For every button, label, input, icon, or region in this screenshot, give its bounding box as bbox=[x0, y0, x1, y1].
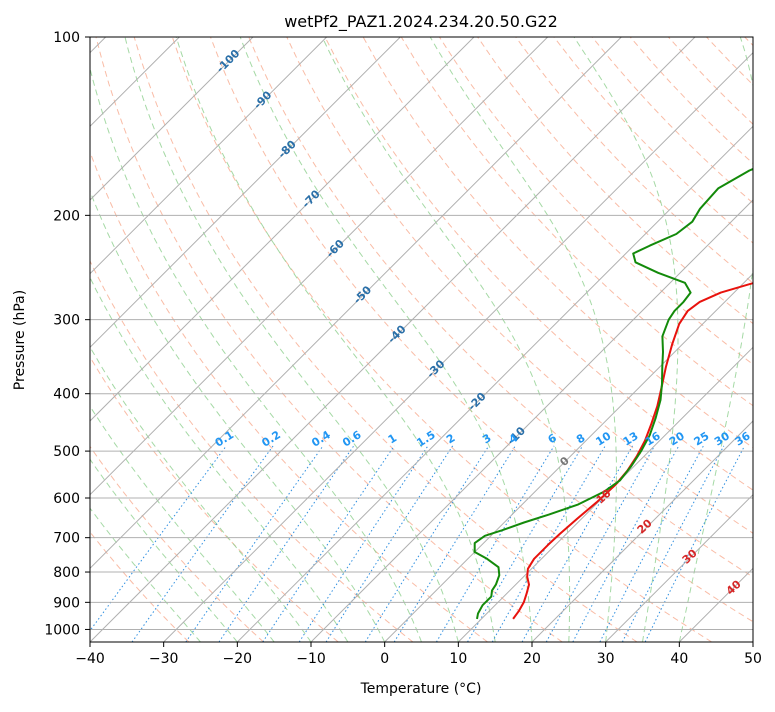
mixing-ratio-label: 10 bbox=[593, 429, 613, 448]
x-tick-label: 10 bbox=[449, 651, 467, 667]
mixing-ratio-line bbox=[546, 446, 654, 642]
mixing-ratio-line bbox=[394, 446, 515, 642]
mixing-ratio-line bbox=[436, 446, 554, 642]
mixing-ratio-line bbox=[600, 446, 704, 642]
dry-adiabat bbox=[745, 37, 775, 642]
mixing-ratio-line bbox=[219, 446, 354, 642]
mixing-ratio-label: 20 bbox=[667, 429, 687, 448]
theta-label: 30 bbox=[680, 546, 700, 566]
y-tick-label: 900 bbox=[53, 595, 80, 611]
mixing-ratio-label: 3 bbox=[480, 431, 493, 446]
x-tick-label: −20 bbox=[223, 651, 253, 667]
mixing-ratio-line bbox=[645, 446, 744, 642]
dry-adiabat bbox=[0, 37, 189, 642]
plot-frame bbox=[90, 37, 753, 642]
dry-adiabat bbox=[516, 37, 775, 642]
isotherm-line bbox=[753, 37, 775, 642]
mixing-ratio-label: 36 bbox=[733, 429, 753, 448]
x-tick-label: −30 bbox=[149, 651, 179, 667]
mixing-ratio-line bbox=[522, 446, 632, 642]
dry-adiabat bbox=[0, 37, 264, 642]
moist-adiabat bbox=[17, 37, 348, 642]
y-tick-label: 400 bbox=[53, 387, 80, 403]
dry-adiabat bbox=[134, 37, 637, 642]
mixing-ratio-label: 8 bbox=[574, 431, 587, 446]
y-tick-label: 500 bbox=[53, 444, 80, 460]
moist-adiabat bbox=[0, 37, 237, 642]
moist-adiabat bbox=[322, 37, 569, 642]
isotherm-line bbox=[458, 37, 775, 642]
isotherm-line bbox=[385, 37, 775, 642]
mixing-ratio-label: 0.4 bbox=[309, 428, 333, 450]
isotherm-line bbox=[0, 37, 400, 642]
y-tick-label: 100 bbox=[53, 30, 80, 46]
dry-adiabat bbox=[668, 37, 775, 642]
dry-adiabat bbox=[592, 37, 775, 642]
y-tick-label: 600 bbox=[53, 491, 80, 507]
y-tick-label: 200 bbox=[53, 208, 80, 224]
isotherm-line bbox=[0, 37, 327, 642]
mixing-ratio-label: 0.6 bbox=[340, 428, 364, 450]
isotherm-line bbox=[0, 37, 253, 642]
mixing-ratio-label: 1.5 bbox=[414, 428, 437, 449]
moist-adiabat bbox=[0, 37, 311, 642]
mixing-ratio-line bbox=[186, 446, 323, 642]
x-tick-label: −10 bbox=[296, 651, 326, 667]
x-tick-label: 30 bbox=[597, 651, 615, 667]
mixing-ratio-line bbox=[573, 446, 679, 642]
x-tick-label: 20 bbox=[523, 651, 541, 667]
dry-adiabat bbox=[707, 37, 775, 642]
y-tick-label: 700 bbox=[53, 531, 80, 547]
x-tick-label: 0 bbox=[380, 651, 389, 667]
dry-adiabat bbox=[554, 37, 775, 642]
y-tick-label: 800 bbox=[53, 565, 80, 581]
mixing-ratio-label: 2 bbox=[444, 431, 457, 446]
moist-adiabat bbox=[0, 37, 201, 642]
dry-adiabat bbox=[0, 37, 338, 642]
x-tick-label: 50 bbox=[744, 651, 762, 667]
mixing-ratio-line bbox=[82, 446, 227, 642]
moist-adiabat bbox=[125, 37, 458, 642]
moist-adiabat bbox=[176, 37, 495, 642]
mixing-ratio-label: 0.2 bbox=[260, 428, 283, 449]
y-tick-label: 1000 bbox=[44, 622, 80, 638]
dry-adiabat bbox=[20, 37, 413, 642]
mixing-ratio-label: 1 bbox=[386, 431, 399, 446]
theta-label: 20 bbox=[635, 516, 655, 536]
x-axis-label: Temperature (°C) bbox=[360, 681, 482, 697]
mixing-ratio-line bbox=[326, 446, 453, 642]
mixing-ratio-label: 30 bbox=[712, 429, 732, 448]
moist-adiabat bbox=[240, 37, 532, 642]
mixing-ratio-label: 25 bbox=[692, 429, 712, 448]
y-tick-label: 300 bbox=[53, 313, 80, 329]
isotherm-line bbox=[16, 37, 621, 642]
isotherm-line bbox=[0, 37, 474, 642]
mixing-ratio-line bbox=[468, 446, 583, 642]
moist-adiabat bbox=[0, 37, 274, 642]
mixing-ratio-label: 6 bbox=[546, 431, 560, 446]
x-tick-label: 40 bbox=[670, 651, 688, 667]
x-tick-label: −40 bbox=[75, 651, 105, 667]
chart-title: wetPf2_PAZ1.2024.234.20.50.G22 bbox=[284, 12, 558, 32]
y-axis-label: Pressure (hPa) bbox=[12, 290, 28, 390]
mixing-ratio-line bbox=[365, 446, 489, 642]
mixing-ratio-label: 13 bbox=[621, 429, 641, 448]
dry-adiabat bbox=[58, 37, 488, 642]
mixing-ratio-label: 16 bbox=[643, 429, 663, 448]
